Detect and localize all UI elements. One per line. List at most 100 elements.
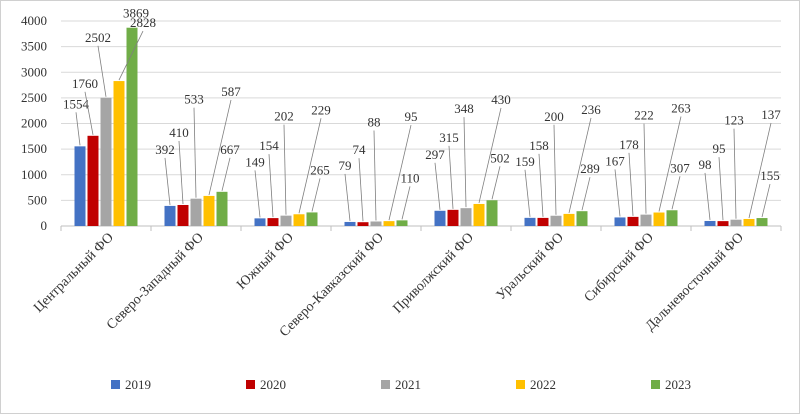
bars: [74, 27, 768, 227]
legend-label-2021: 2021: [395, 377, 421, 392]
data-label-2022-3: 95: [405, 109, 418, 124]
legend-swatch-2021: [381, 380, 390, 389]
data-label-2023-5: 289: [580, 161, 600, 176]
x-category-label: Центральный ФО: [31, 230, 117, 316]
bar-2021-3: [370, 221, 382, 226]
data-label-2022-4: 430: [491, 92, 511, 107]
data-label-2023-3: 110: [400, 170, 419, 185]
leader-line: [75, 112, 81, 146]
data-label-2021-0: 2502: [85, 30, 111, 45]
data-label-2021-1: 533: [184, 92, 204, 107]
legend-label-2023: 2023: [665, 377, 691, 392]
data-label-2020-3: 74: [353, 142, 367, 157]
legend-swatch-2020: [246, 380, 255, 389]
bar-2023-7: [756, 218, 768, 226]
x-category-label: Приволжский ФО: [390, 230, 476, 316]
bar-2022-3: [383, 221, 395, 226]
data-label-2020-1: 410: [169, 125, 189, 140]
legend-swatch-2019: [111, 380, 120, 389]
leader-line: [748, 122, 772, 219]
bar-2022-2: [293, 214, 305, 226]
bar-2022-1: [203, 195, 215, 226]
leader-line: [478, 107, 502, 204]
data-label-2021-2: 202: [274, 109, 294, 124]
data-label-2021-4: 348: [454, 101, 474, 116]
leader-line: [434, 162, 441, 210]
data-label-2019-5: 159: [515, 154, 535, 169]
leader-line: [628, 152, 634, 216]
bar-2023-3: [396, 220, 408, 226]
leader-line: [491, 166, 501, 200]
bar-2023-2: [306, 212, 318, 226]
bar-2019-4: [434, 210, 446, 226]
bar-2021-5: [550, 215, 562, 226]
leader-line: [373, 130, 377, 221]
data-label-2020-7: 95: [713, 141, 726, 156]
leader-line: [164, 157, 171, 205]
data-label-2020-0: 1760: [72, 76, 98, 91]
leader-line: [178, 140, 184, 205]
leader-line: [268, 154, 274, 218]
y-tick-label: 3500: [21, 39, 47, 54]
bar-2022-4: [473, 203, 485, 226]
bar-2019-0: [74, 146, 86, 226]
y-tick-label: 3000: [21, 64, 47, 79]
leader-line: [388, 125, 412, 221]
bar-2020-6: [627, 216, 639, 226]
bar-2021-4: [460, 208, 472, 226]
data-label-2019-2: 149: [245, 154, 265, 169]
x-category-label-group: Приволжский ФО: [390, 230, 476, 316]
leader-line: [538, 153, 544, 217]
leader-line: [84, 91, 94, 135]
bar-2021-1: [190, 198, 202, 226]
leader-line: [208, 99, 232, 196]
bar-2019-6: [614, 217, 626, 226]
bar-2020-5: [537, 217, 549, 226]
x-category-label-group: Уральский ФО: [494, 230, 567, 303]
data-label-2019-1: 392: [155, 142, 175, 157]
bar-2019-7: [704, 220, 716, 226]
y-tick-label: 4000: [21, 13, 47, 28]
bar-2020-1: [177, 204, 189, 226]
leader-line: [614, 169, 621, 217]
leader-line: [254, 170, 261, 218]
bar-2020-4: [447, 209, 459, 226]
bar-2023-4: [486, 200, 498, 226]
data-label-2019-6: 167: [605, 153, 625, 168]
leader-line: [311, 178, 321, 212]
leader-line: [643, 123, 647, 214]
data-label-2023-1: 667: [220, 142, 240, 157]
bar-2022-6: [653, 212, 665, 226]
legend-swatch-2022: [516, 380, 525, 389]
y-tick-label: 500: [28, 192, 48, 207]
bar-2022-0: [113, 81, 125, 226]
leader-line: [761, 183, 771, 218]
leader-line: [118, 30, 144, 81]
bar-2020-7: [717, 221, 729, 226]
data-label-2021-5: 200: [544, 109, 564, 124]
legend-label-2019: 2019: [125, 377, 151, 392]
bar-2021-0: [100, 97, 112, 227]
data-labels: 1554176025022828386939241053358766714915…: [63, 6, 781, 222]
data-label-2020-6: 178: [619, 137, 639, 152]
leader-line: [97, 45, 107, 97]
data-label-2021-7: 123: [724, 113, 744, 128]
leader-line: [298, 118, 322, 214]
x-category-label: Южный ФО: [234, 230, 297, 293]
data-label-2022-7: 137: [761, 107, 781, 122]
legend: 2019 2020 2021 2022 2023: [111, 377, 691, 392]
leader-line: [283, 124, 287, 215]
x-category-label: Сибирский ФО: [582, 230, 657, 305]
y-tick-label: 1000: [21, 167, 47, 182]
leader-line: [463, 117, 467, 208]
data-label-2020-4: 315: [439, 130, 459, 145]
bar-2019-5: [524, 217, 536, 226]
leader-line: [671, 176, 681, 210]
bar-2023-0: [126, 27, 138, 227]
x-category-label-group: Сибирский ФО: [582, 230, 657, 305]
data-label-2022-1: 587: [221, 84, 241, 99]
data-label-2023-7: 155: [760, 168, 780, 183]
data-label-2019-0: 1554: [63, 96, 90, 111]
legend-label-2020: 2020: [260, 377, 286, 392]
